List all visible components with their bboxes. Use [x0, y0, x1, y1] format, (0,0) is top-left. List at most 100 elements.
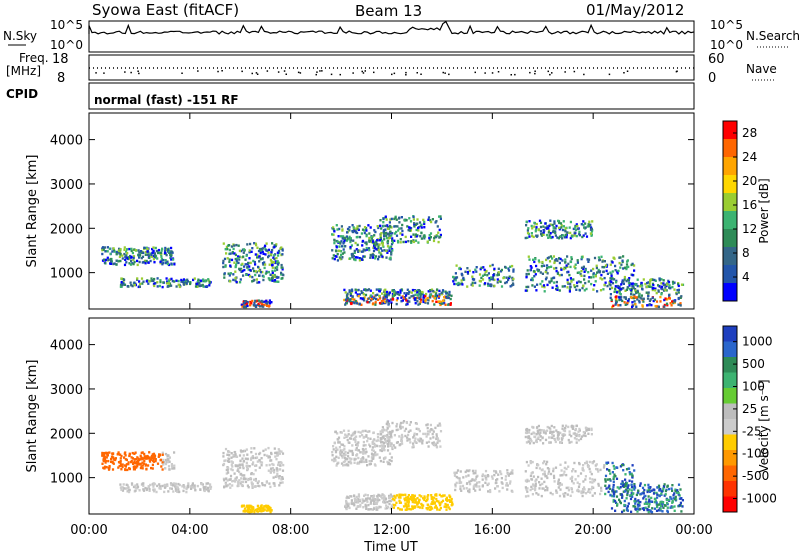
echo-cell	[429, 219, 432, 222]
echo-cell	[236, 257, 239, 260]
echo-cell	[276, 260, 279, 263]
echo-cell	[361, 447, 364, 451]
echo-cell	[259, 460, 262, 464]
echo-cell	[151, 453, 154, 456]
echo-cell	[557, 219, 560, 223]
echo-cell	[542, 431, 545, 434]
echo-cell	[200, 284, 203, 287]
echo-cell	[351, 252, 354, 256]
echo-cell	[273, 484, 276, 487]
echo-cell	[261, 247, 265, 250]
echo-cell	[234, 257, 237, 261]
echo-cell	[511, 469, 514, 472]
echo-cell	[591, 494, 594, 497]
echo-cell	[381, 430, 384, 434]
echo-cell	[134, 486, 137, 489]
echo-cell	[156, 285, 159, 288]
echo-cell	[663, 483, 666, 486]
echo-cell	[415, 433, 419, 436]
echo-cell	[277, 254, 280, 257]
echo-cell	[356, 505, 359, 508]
echo-cell	[391, 446, 394, 449]
echo-cell	[462, 276, 465, 280]
echo-cell	[406, 288, 409, 291]
echo-cell	[272, 476, 275, 479]
echo-cell	[465, 475, 468, 478]
echo-cell	[386, 427, 389, 430]
echo-cell	[471, 469, 475, 473]
echo-cell	[241, 262, 244, 266]
echo-cell	[388, 425, 391, 428]
echo-cell	[447, 506, 450, 509]
echo-cell	[490, 283, 493, 287]
echo-cell	[378, 294, 381, 298]
echo-cell	[334, 449, 338, 452]
echo-cell	[569, 231, 572, 235]
echo-cell	[133, 452, 136, 455]
echo-cell	[543, 480, 546, 484]
echo-cell	[369, 502, 372, 505]
echo-cell	[199, 488, 202, 491]
freq-dot	[529, 71, 531, 74]
echo-cell	[625, 279, 628, 283]
echo-cell	[115, 253, 118, 256]
echo-cell	[500, 268, 503, 272]
echo-cell	[159, 260, 162, 264]
echo-cell	[584, 226, 587, 229]
echo-cell	[508, 276, 511, 280]
echo-cell	[390, 459, 393, 463]
echo-cell	[230, 456, 233, 459]
echo-cell	[564, 492, 567, 495]
echo-cell	[187, 482, 190, 485]
echo-cell	[425, 507, 428, 510]
echo-cell	[150, 454, 153, 458]
echo-cell	[346, 438, 349, 442]
echo-cell	[125, 483, 128, 486]
echo-cell	[678, 504, 681, 507]
echo-cell	[448, 496, 451, 499]
echo-cell	[404, 219, 407, 222]
echo-cell	[269, 506, 272, 510]
echo-cell	[164, 483, 167, 487]
echo-cell	[387, 303, 390, 306]
echo-cell	[351, 449, 354, 453]
echo-cell	[103, 457, 107, 461]
colorbar-tick-label: 500	[742, 357, 765, 371]
echo-cell	[433, 297, 436, 300]
echo-cell	[654, 500, 657, 503]
velocity-ylabel: Slant Range [km]	[25, 360, 40, 473]
echo-cell	[125, 463, 128, 466]
echo-cell	[343, 445, 346, 448]
echo-cell	[620, 295, 623, 299]
freq-dot	[315, 73, 317, 76]
echo-cell	[405, 496, 408, 499]
echo-cell	[559, 488, 562, 491]
echo-cell	[103, 455, 106, 458]
echo-cell	[585, 287, 588, 291]
echo-cell	[624, 296, 627, 299]
echo-cell	[254, 242, 257, 245]
echo-cell	[452, 280, 455, 283]
echo-cell	[159, 487, 162, 490]
echo-cell	[369, 508, 372, 511]
echo-cell	[529, 488, 532, 492]
echo-cell	[488, 277, 491, 280]
echo-cell	[376, 239, 379, 242]
echo-cell	[335, 455, 338, 458]
echo-cell	[422, 298, 425, 302]
echo-cell	[273, 468, 276, 472]
echo-cell	[607, 486, 610, 489]
echo-cell	[120, 277, 123, 280]
echo-cell	[420, 237, 423, 240]
colorbar-swatch	[723, 139, 737, 158]
echo-cell	[355, 446, 358, 450]
echo-cell	[197, 280, 200, 283]
echo-cell	[421, 506, 424, 510]
echo-cell	[412, 496, 415, 499]
echo-cell	[643, 508, 646, 512]
echo-cell	[471, 277, 474, 281]
echo-cell	[154, 254, 157, 257]
echo-cell	[654, 305, 657, 308]
echo-cell	[475, 266, 478, 269]
colorbar-swatch	[723, 403, 737, 420]
